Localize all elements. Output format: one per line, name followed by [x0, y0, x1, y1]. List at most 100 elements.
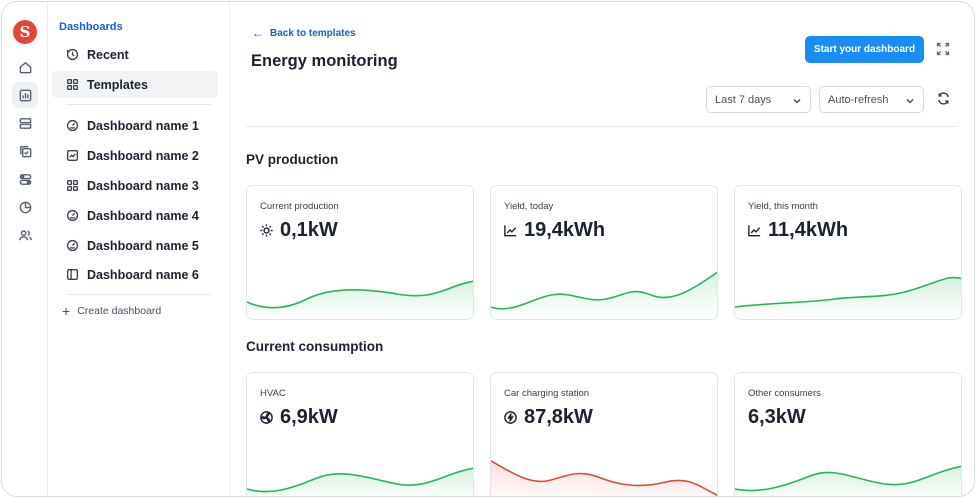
server-icon: [19, 117, 31, 129]
sidebar-item-label: Dashboard name 3: [87, 178, 199, 193]
main-content: ← Back to templates Energy monitoring St…: [230, 2, 974, 496]
sun-icon: [260, 224, 273, 237]
sidebar-item-dashboard-6[interactable]: Dashboard name 6: [52, 261, 218, 288]
start-dashboard-button[interactable]: Start your dashboard: [805, 36, 924, 63]
sidebar-item-recent[interactable]: Recent: [52, 41, 218, 68]
pie-chart-icon: [19, 201, 31, 213]
back-label: Back to templates: [270, 27, 356, 39]
sidebar-divider: [66, 104, 211, 105]
fullscreen-button[interactable]: [935, 41, 951, 57]
dashboards-sidebar: Dashboards Recent Templates Dashboard na…: [48, 2, 230, 496]
sidebar-item-dashboard-3[interactable]: Dashboard name 3: [52, 172, 218, 199]
kpi-value: 6,3kW: [748, 406, 806, 429]
sidebar-item-label: Dashboard name 5: [87, 238, 199, 253]
settings-nav-button[interactable]: [12, 166, 38, 192]
reports-nav-button[interactable]: [12, 194, 38, 220]
kpi-value-text: 6,9kW: [280, 406, 338, 428]
bar-chart-icon: [19, 89, 31, 101]
gauge-icon: [66, 239, 79, 252]
trend-icon: [748, 225, 761, 237]
home-icon: [19, 61, 31, 73]
create-dashboard-button[interactable]: + Create dashboard: [62, 304, 161, 318]
section-title-current-consumption: Current consumption: [246, 339, 384, 354]
sidebar-item-label: Dashboard name 4: [87, 208, 199, 223]
kpi-value: 87,8kW: [503, 406, 593, 429]
sidebar-item-label: Dashboard name 1: [87, 118, 199, 133]
trend-sparkline: [491, 460, 717, 496]
chevron-down-icon: [793, 96, 801, 104]
kpi-card-yield-month[interactable]: Yield, this month 11,4kWh: [734, 185, 962, 320]
app-logo[interactable]: S: [13, 20, 37, 44]
sidebar-item-label: Templates: [87, 77, 148, 92]
kpi-label: Current production: [260, 201, 339, 212]
sidebar-item-dashboard-1[interactable]: Dashboard name 1: [52, 112, 218, 139]
time-range-select[interactable]: Last 7 days: [706, 86, 811, 113]
storage-nav-button[interactable]: [12, 110, 38, 136]
kpi-label: HVAC: [260, 388, 286, 399]
kpi-value: 11,4kWh: [747, 219, 848, 242]
kpi-value-text: 19,4kWh: [524, 219, 606, 241]
sidebar-item-dashboard-5[interactable]: Dashboard name 5: [52, 232, 218, 259]
panel-icon: [67, 269, 78, 280]
time-range-value: Last 7 days: [715, 93, 772, 106]
kpi-value: 6,9kW: [259, 406, 338, 429]
dashboards-nav-button[interactable]: [12, 82, 38, 108]
kpi-value-text: 0,1kW: [280, 219, 338, 241]
fan-icon: [260, 411, 273, 424]
sidebar-item-templates[interactable]: Templates: [52, 71, 218, 98]
tasks-nav-button[interactable]: [12, 138, 38, 164]
kpi-value: 0,1kW: [259, 219, 338, 242]
home-nav-button[interactable]: [12, 54, 38, 80]
users-nav-button[interactable]: [12, 222, 38, 248]
sidebar-item-label: Recent: [87, 47, 129, 62]
grid-icon: [67, 180, 78, 191]
chevron-down-icon: [906, 96, 914, 104]
kpi-label: Yield, today: [504, 201, 554, 212]
trend-icon: [504, 225, 517, 237]
copy-check-icon: [19, 145, 31, 157]
kpi-card-other-consumers[interactable]: Other consumers 6,3kW: [734, 372, 962, 496]
sidebar-item-label: Dashboard name 6: [87, 267, 199, 282]
trend-sparkline: [735, 465, 961, 496]
create-dashboard-label: Create dashboard: [77, 305, 162, 317]
refresh-icon: [938, 92, 949, 105]
refresh-button[interactable]: [936, 91, 952, 107]
header-divider: [246, 126, 958, 127]
kpi-card-current-production[interactable]: Current production 0,1kW: [246, 185, 474, 320]
gauge-icon: [66, 209, 79, 222]
chart-box-icon: [67, 150, 78, 161]
kpi-label: Car charging station: [504, 388, 590, 399]
trend-sparkline: [247, 280, 473, 319]
gauge-icon: [66, 119, 79, 132]
kpi-value: 19,4kWh: [503, 219, 605, 242]
sidebar-item-dashboard-2[interactable]: Dashboard name 2: [52, 142, 218, 169]
toggles-icon: [19, 173, 31, 185]
arrow-left-icon: ←: [252, 26, 264, 40]
trend-sparkline: [735, 276, 961, 319]
kpi-label: Other consumers: [748, 388, 821, 399]
kpi-card-car-charging[interactable]: Car charging station 87,8kW: [490, 372, 718, 496]
sidebar-divider: [66, 294, 211, 295]
kpi-card-yield-today[interactable]: Yield, today 19,4kWh: [490, 185, 718, 320]
kpi-value-text: 87,8kW: [524, 406, 593, 428]
trend-sparkline: [491, 271, 717, 319]
sidebar-heading[interactable]: Dashboards: [59, 21, 123, 33]
kpi-label: Yield, this month: [748, 201, 818, 212]
icon-rail: S: [2, 2, 48, 496]
grid-icon: [67, 79, 78, 90]
clock-icon: [66, 48, 79, 61]
plus-icon: +: [62, 303, 71, 319]
kpi-value-text: 6,3kW: [748, 406, 806, 428]
sidebar-item-dashboard-4[interactable]: Dashboard name 4: [52, 202, 218, 229]
section-title-pv-production: PV production: [246, 152, 339, 167]
auto-refresh-select[interactable]: Auto-refresh: [819, 86, 924, 113]
page-title: Energy monitoring: [251, 52, 398, 70]
bolt-icon: [504, 411, 517, 424]
kpi-card-hvac[interactable]: HVAC 6,9kW: [246, 372, 474, 496]
trend-sparkline: [247, 467, 473, 496]
auto-refresh-value: Auto-refresh: [828, 93, 889, 106]
back-to-templates-link[interactable]: ← Back to templates: [252, 26, 356, 40]
sidebar-item-label: Dashboard name 2: [87, 148, 199, 163]
kpi-value-text: 11,4kWh: [768, 219, 849, 241]
